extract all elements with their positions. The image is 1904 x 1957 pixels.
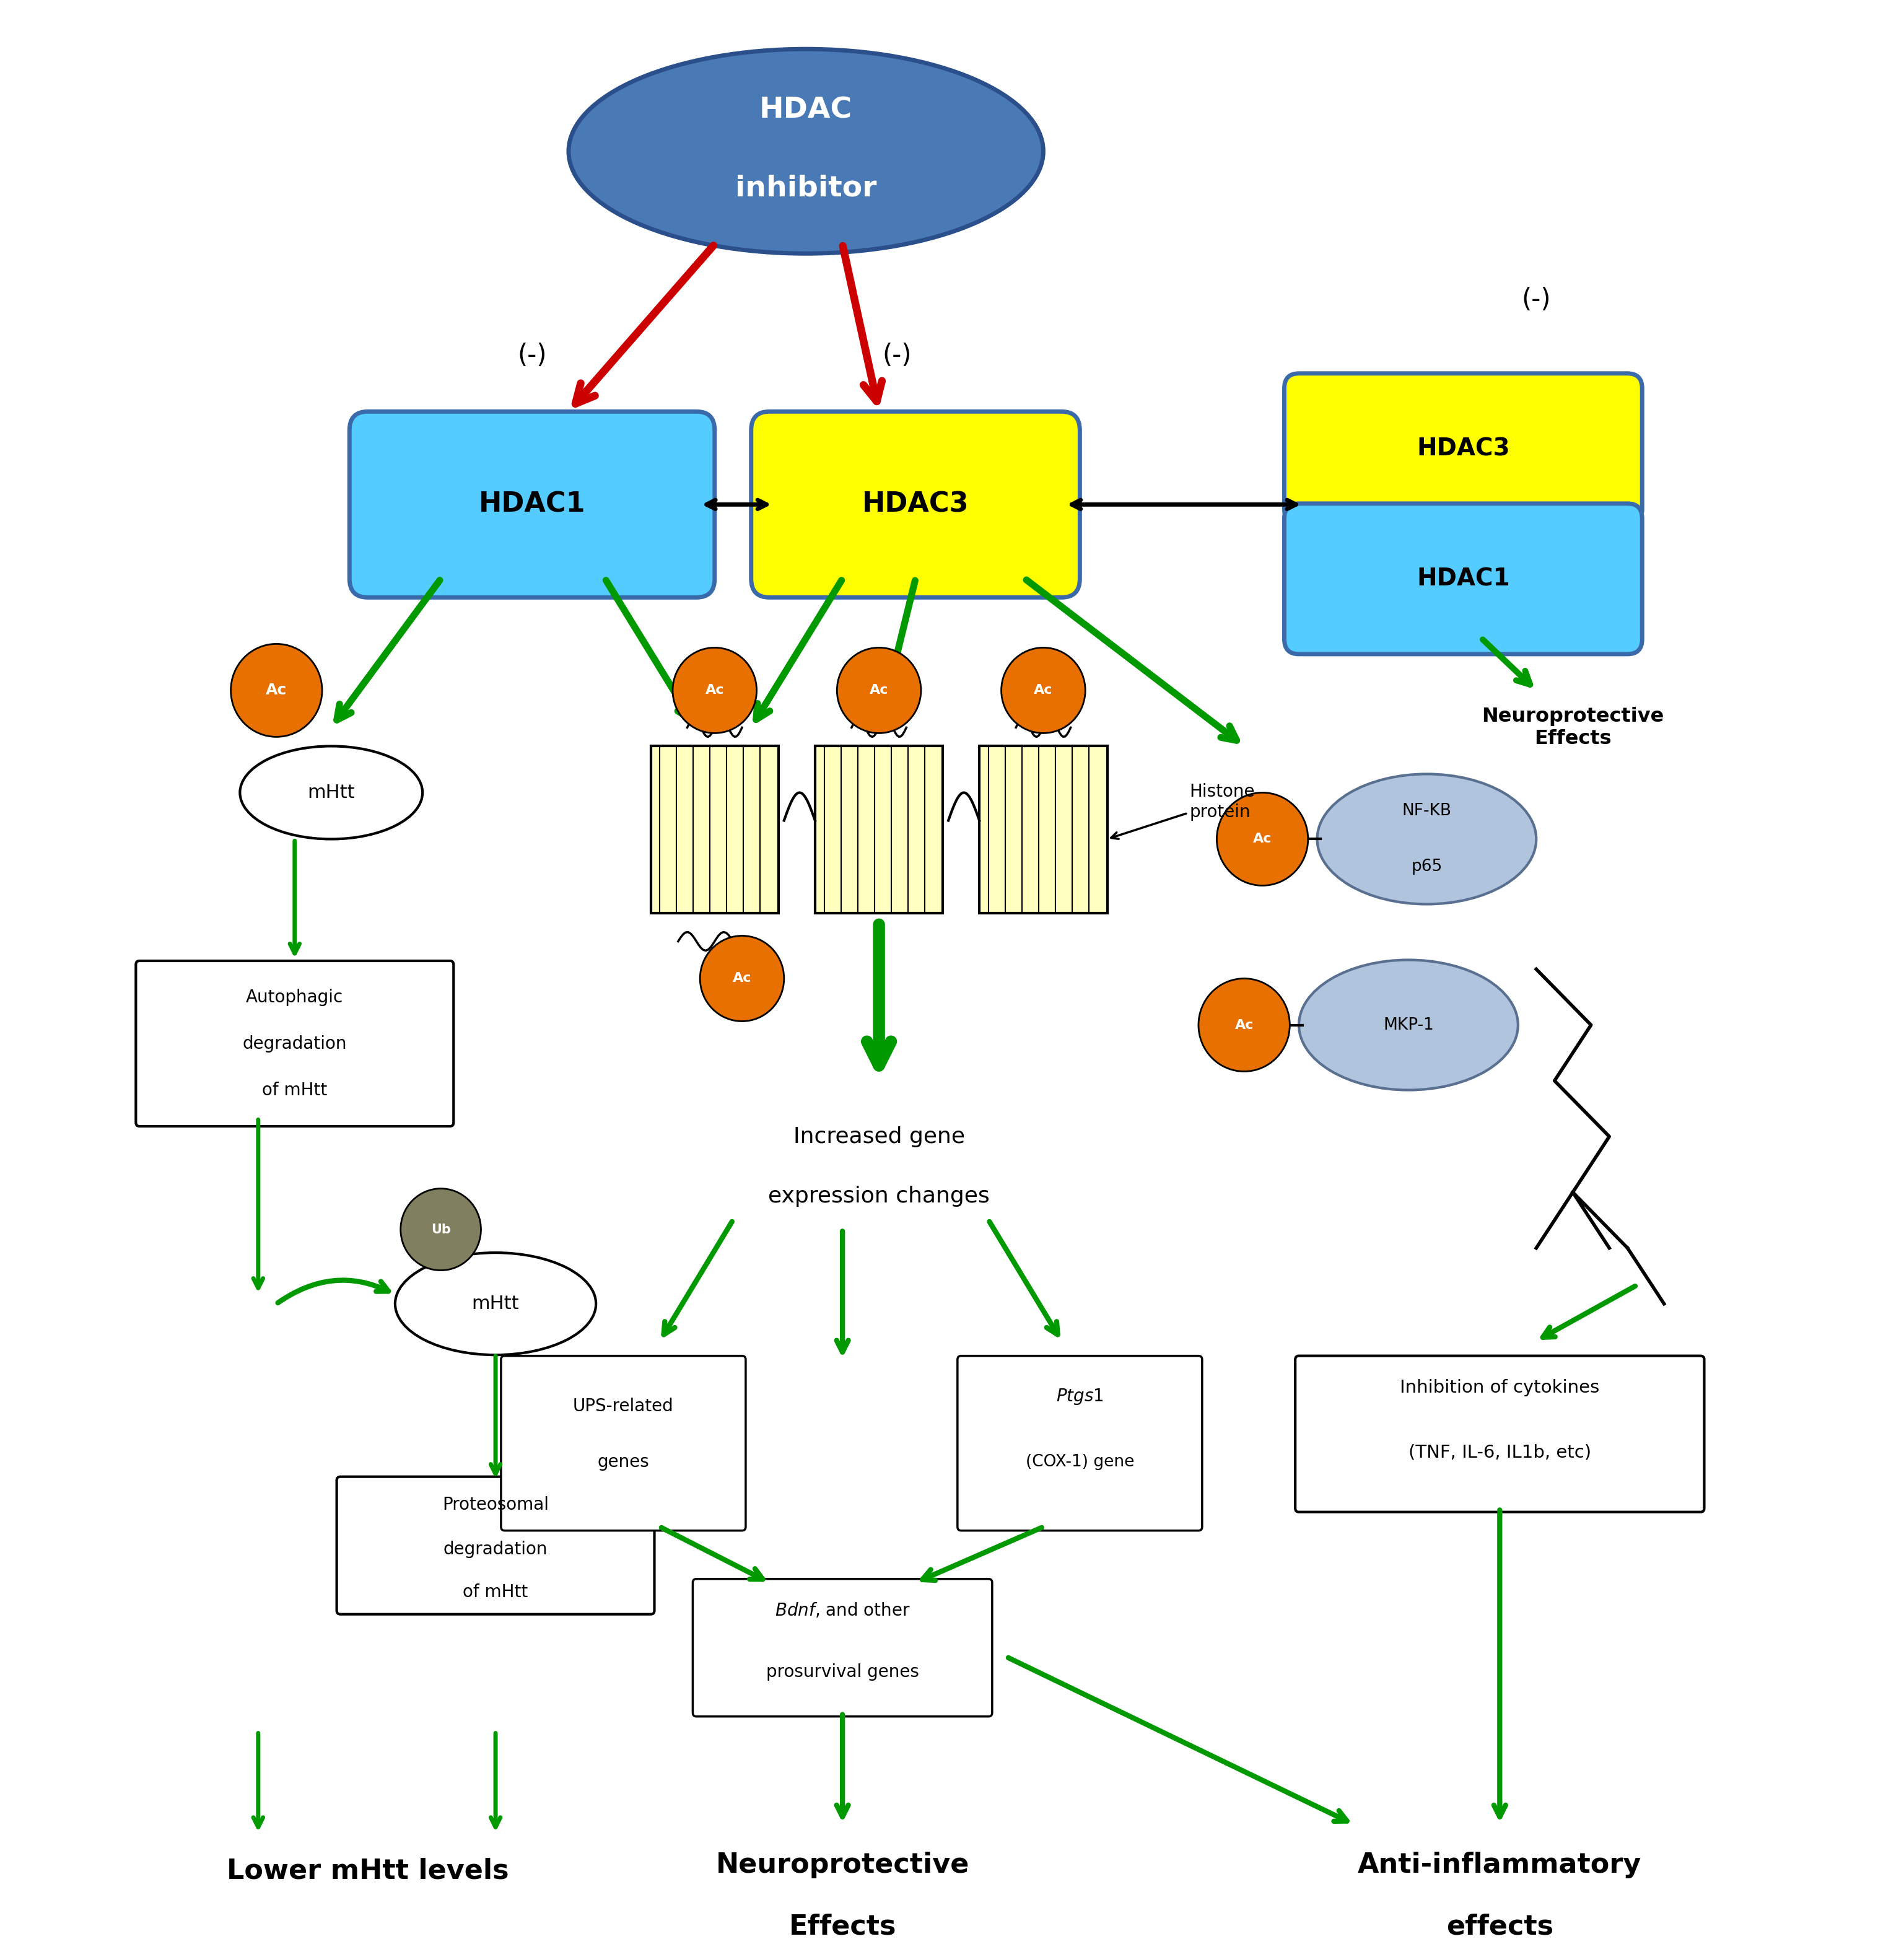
Text: Ac: Ac: [704, 685, 724, 697]
FancyBboxPatch shape: [135, 961, 453, 1127]
Text: (-): (-): [1521, 288, 1552, 313]
Text: UPS-related: UPS-related: [573, 1397, 674, 1415]
Text: HDAC1: HDAC1: [478, 491, 586, 519]
Text: Anti-inflammatory: Anti-inflammatory: [1358, 1851, 1641, 1879]
Text: HDAC: HDAC: [760, 96, 853, 125]
Circle shape: [230, 644, 322, 738]
Bar: [651, 746, 779, 914]
Text: MKP-1: MKP-1: [1382, 1018, 1434, 1033]
Text: Increased gene: Increased gene: [794, 1125, 965, 1147]
Circle shape: [1002, 648, 1085, 734]
Ellipse shape: [396, 1252, 596, 1354]
Text: Lower mHtt levels: Lower mHtt levels: [227, 1857, 508, 1885]
Ellipse shape: [240, 746, 423, 840]
Text: Proteosomal: Proteosomal: [442, 1495, 548, 1513]
Text: mHtt: mHtt: [307, 783, 354, 802]
Text: genes: genes: [598, 1454, 649, 1470]
Text: (TNF, IL-6, IL1b, etc): (TNF, IL-6, IL1b, etc): [1409, 1444, 1592, 1462]
Text: Ub: Ub: [430, 1223, 451, 1235]
Text: Autophagic: Autophagic: [246, 988, 343, 1006]
Text: HDAC1: HDAC1: [1417, 568, 1510, 591]
Text: Ac: Ac: [733, 973, 752, 984]
Text: Ac: Ac: [1034, 685, 1053, 697]
FancyBboxPatch shape: [350, 411, 714, 597]
Text: Ac: Ac: [1234, 1020, 1253, 1031]
Circle shape: [838, 648, 922, 734]
Text: $\it{Ptgs1}$: $\it{Ptgs1}$: [1057, 1388, 1104, 1407]
Text: prosurvival genes: prosurvival genes: [765, 1663, 920, 1681]
Circle shape: [1198, 978, 1289, 1070]
Circle shape: [672, 648, 756, 734]
FancyBboxPatch shape: [1295, 1356, 1704, 1513]
Text: Neuroprotective
Effects: Neuroprotective Effects: [1481, 706, 1664, 748]
Ellipse shape: [569, 49, 1043, 254]
Text: HDAC3: HDAC3: [1417, 436, 1510, 460]
Text: effects: effects: [1447, 1914, 1554, 1939]
Text: expression changes: expression changes: [767, 1186, 990, 1207]
Text: (COX-1) gene: (COX-1) gene: [1026, 1454, 1135, 1470]
Text: of mHtt: of mHtt: [263, 1082, 327, 1098]
Text: Ac: Ac: [870, 685, 889, 697]
Text: Ac: Ac: [267, 683, 288, 699]
FancyBboxPatch shape: [501, 1356, 746, 1530]
Text: Inhibition of cytokines: Inhibition of cytokines: [1399, 1380, 1599, 1395]
Bar: [979, 746, 1108, 914]
Text: (-): (-): [518, 342, 546, 368]
Text: degradation: degradation: [444, 1540, 548, 1558]
FancyBboxPatch shape: [693, 1579, 992, 1716]
Text: of mHtt: of mHtt: [463, 1583, 527, 1601]
Text: Neuroprotective: Neuroprotective: [716, 1851, 969, 1879]
Text: mHtt: mHtt: [472, 1296, 520, 1313]
Bar: [815, 746, 942, 914]
Text: degradation: degradation: [242, 1035, 347, 1053]
Text: $\it{Bdnf}$, and other: $\it{Bdnf}$, and other: [775, 1601, 910, 1620]
Text: Histone
protein: Histone protein: [1112, 783, 1255, 840]
Ellipse shape: [1299, 961, 1517, 1090]
Text: Effects: Effects: [788, 1914, 897, 1939]
Circle shape: [701, 935, 784, 1022]
FancyBboxPatch shape: [1285, 374, 1641, 524]
Text: HDAC3: HDAC3: [863, 491, 969, 519]
FancyBboxPatch shape: [752, 411, 1080, 597]
Ellipse shape: [1318, 775, 1537, 904]
Circle shape: [1217, 793, 1308, 887]
Circle shape: [400, 1188, 482, 1270]
Text: inhibitor: inhibitor: [735, 174, 876, 202]
FancyBboxPatch shape: [958, 1356, 1201, 1530]
FancyBboxPatch shape: [337, 1478, 655, 1615]
Text: (-): (-): [883, 342, 912, 368]
FancyBboxPatch shape: [1285, 503, 1641, 654]
Text: Ac: Ac: [1253, 834, 1272, 845]
Text: NF-KB: NF-KB: [1401, 802, 1451, 820]
Text: p65: p65: [1411, 859, 1441, 875]
